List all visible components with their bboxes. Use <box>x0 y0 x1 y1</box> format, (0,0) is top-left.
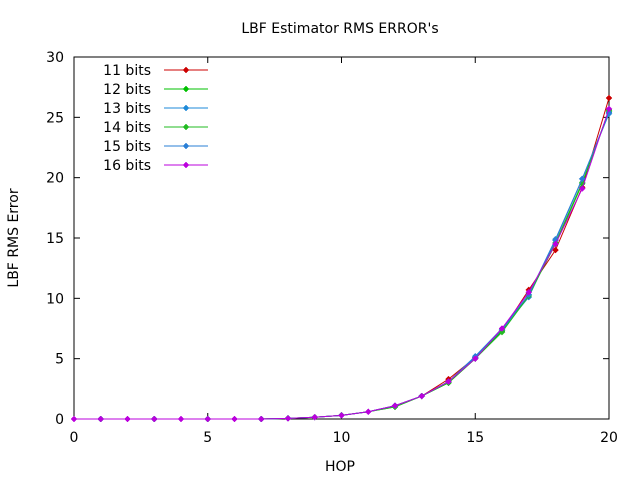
series-5 <box>70 109 613 423</box>
x-tick-label: 10 <box>333 430 351 446</box>
data-point <box>391 402 399 410</box>
data-point <box>605 109 613 116</box>
data-point <box>552 246 559 254</box>
legend-entry: 12 bits <box>103 82 208 98</box>
series-1 <box>70 94 613 423</box>
data-point <box>231 415 238 423</box>
legend-entry: 11 bits <box>103 63 208 79</box>
data-point <box>552 240 559 248</box>
series-4 <box>70 107 613 423</box>
legend-marker <box>182 85 190 93</box>
legend-label: 13 bits <box>103 101 151 117</box>
legend-label: 11 bits <box>103 63 151 79</box>
legend-label: 14 bits <box>103 120 151 136</box>
legend-marker <box>182 161 190 169</box>
y-tick-label: 25 <box>46 110 64 126</box>
data-point <box>311 413 319 421</box>
axes: 0 5 10 15 20 0 5 10 15 20 25 30 <box>46 50 618 446</box>
data-point <box>525 288 533 296</box>
legend-marker <box>182 123 190 131</box>
legend-entry: 14 bits <box>103 120 208 136</box>
y-tick-label: 0 <box>55 412 64 428</box>
series-line <box>74 111 610 420</box>
data-point <box>418 392 426 400</box>
y-tick-label: 5 <box>55 352 64 368</box>
legend-label: 16 bits <box>103 158 151 174</box>
series-line <box>74 109 610 420</box>
data-point <box>445 378 452 385</box>
data-point <box>204 415 212 423</box>
series-2 <box>70 106 613 423</box>
y-axis-label: LBF RMS Error <box>6 188 22 287</box>
series-3 <box>70 110 613 423</box>
x-tick-label: 5 <box>203 430 212 446</box>
data-point <box>578 175 586 183</box>
legend: 11 bits 12 bits 13 bits 14 bits 15 bits 16 bi… <box>103 63 208 174</box>
data-point <box>284 415 292 422</box>
series-line <box>74 108 610 420</box>
y-tick-label: 30 <box>46 50 64 66</box>
plot-frame <box>73 56 610 420</box>
series-line <box>74 97 610 420</box>
data-point <box>605 94 613 102</box>
series-6 <box>70 105 613 423</box>
data-point <box>124 415 131 423</box>
data-point <box>177 415 185 423</box>
x-tick-label: 15 <box>466 430 484 446</box>
data-point <box>70 415 78 423</box>
series-line <box>74 113 610 420</box>
legend-entry: 15 bits <box>103 139 208 155</box>
data-point <box>471 355 479 363</box>
y-tick-label: 10 <box>46 291 64 307</box>
legend-entry: 13 bits <box>103 101 208 117</box>
y-tick-label: 15 <box>46 231 64 247</box>
data-point <box>578 185 586 192</box>
data-point <box>150 415 158 423</box>
legend-entry: 16 bits <box>103 158 208 174</box>
data-point <box>498 325 506 332</box>
x-tick-label: 20 <box>600 430 618 446</box>
legend-label: 15 bits <box>103 139 151 155</box>
legend-marker <box>182 104 190 112</box>
x-axis-label: HOP <box>325 459 355 475</box>
data-point <box>364 408 372 416</box>
data-point <box>257 415 265 423</box>
y-tick-label: 20 <box>46 171 64 187</box>
x-tick-label: 0 <box>70 430 79 446</box>
data-point <box>605 105 613 113</box>
legend-marker <box>182 66 190 74</box>
series-layer <box>70 94 613 423</box>
series-line <box>74 112 610 420</box>
legend-marker <box>182 142 190 150</box>
data-point <box>338 412 345 419</box>
chart-title: LBF Estimator RMS ERROR's <box>241 21 438 37</box>
data-point <box>97 415 105 423</box>
legend-label: 12 bits <box>103 82 151 98</box>
